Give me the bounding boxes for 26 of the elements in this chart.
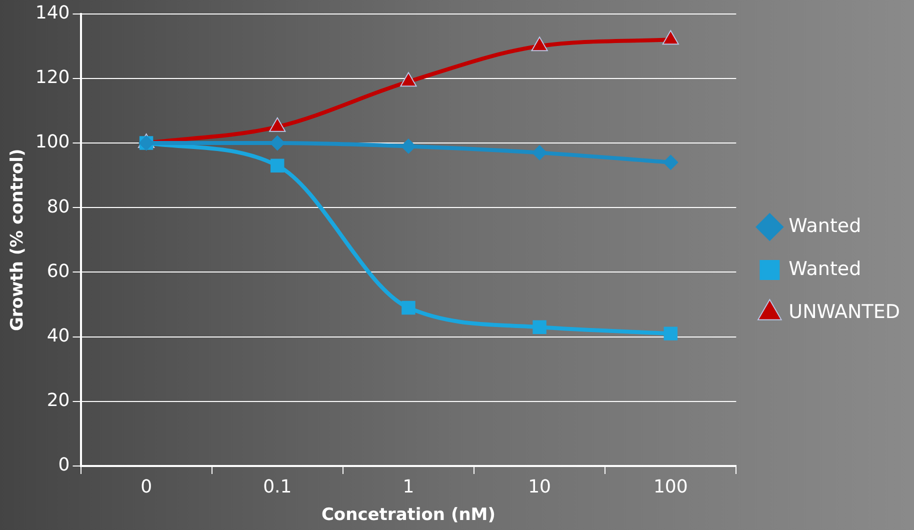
point xyxy=(402,300,416,315)
point xyxy=(663,154,678,170)
point xyxy=(532,320,546,334)
x-tick-label: 0 xyxy=(140,476,152,498)
legend-label: Wanted xyxy=(788,214,862,237)
x-tick-label: 10 xyxy=(528,476,552,498)
point xyxy=(532,145,548,160)
y-tick-label: 80 xyxy=(46,196,70,218)
x-tick-label: 0.1 xyxy=(263,476,292,498)
point xyxy=(664,326,678,340)
y-tick-label: 0 xyxy=(58,454,70,476)
x-axis-title: Concetration (nM) xyxy=(321,505,496,526)
point xyxy=(270,158,284,172)
legend-label: UNWANTED xyxy=(788,300,900,323)
x-tick-label: 100 xyxy=(653,476,688,498)
point xyxy=(400,138,416,154)
point xyxy=(270,136,285,150)
y-tick-label: 60 xyxy=(46,260,70,282)
y-tick-label: 20 xyxy=(46,390,70,412)
x-tick-label: 1 xyxy=(402,476,414,498)
y-axis-title: Growth (% control) xyxy=(8,148,28,332)
y-tick-label: 140 xyxy=(35,2,70,24)
legend-label: Wanted xyxy=(788,258,862,280)
y-tick-label: 100 xyxy=(35,132,70,153)
y-tick-label: 120 xyxy=(35,67,70,88)
y-tick-label: 40 xyxy=(46,325,70,346)
